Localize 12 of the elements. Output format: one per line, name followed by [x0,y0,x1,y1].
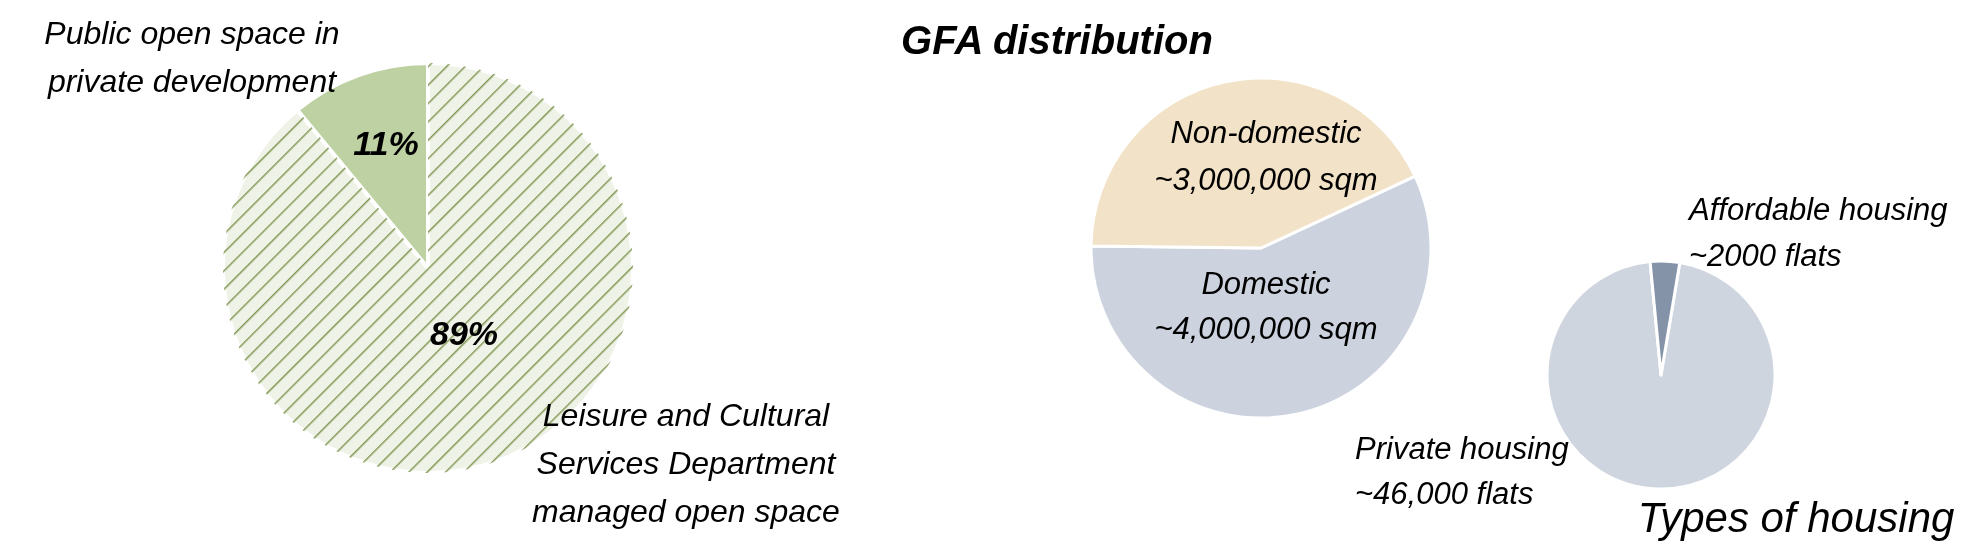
slice-label: Private housing [1355,430,1569,466]
chart-title: GFA distribution [901,18,1213,62]
data-label: ~4,000,000 sqm [1154,310,1378,346]
data-label: ~3,000,000 sqm [1154,161,1378,197]
data-label: ~2000 flats [1689,237,1842,273]
data-label: 11% [353,124,419,162]
slice-label: Non-domestic [1170,114,1363,150]
slice-label: Domestic [1201,265,1332,301]
slice-label: Public open space in private development [44,15,340,99]
data-label: ~46,000 flats [1355,475,1534,511]
text: Types of housing [1637,493,1955,541]
slice-label: Affordable housing [1687,191,1948,227]
